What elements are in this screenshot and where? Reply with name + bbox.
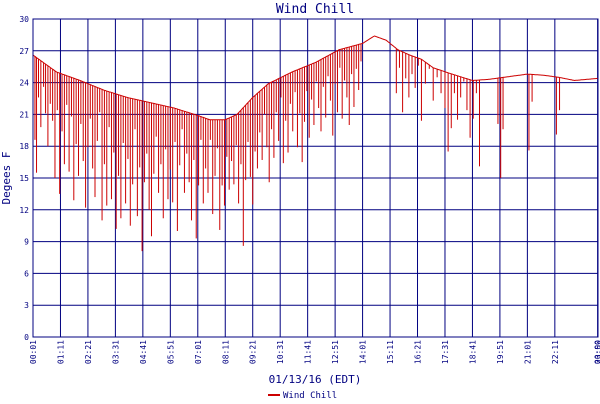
x-tick-label: 14:01 bbox=[359, 340, 368, 364]
x-tick-label: 02:21 bbox=[84, 340, 93, 364]
y-tick-label: 15 bbox=[19, 174, 29, 183]
x-tick-label: 11:41 bbox=[304, 340, 313, 364]
x-tick-label: 00:00 bbox=[594, 340, 600, 364]
y-tick-label: 9 bbox=[24, 238, 29, 247]
x-tick-label: 03:31 bbox=[111, 340, 120, 364]
y-tick-label: 21 bbox=[19, 110, 29, 119]
x-tick-label: 04:41 bbox=[139, 340, 148, 364]
x-tick-label: 15:11 bbox=[386, 340, 395, 364]
series-line-wind-chill bbox=[32, 35, 598, 121]
x-tick-label: 18:41 bbox=[468, 340, 477, 364]
x-tick-label: 23:59 bbox=[594, 340, 600, 364]
x-axis-label: 01/13/16 (EDT) bbox=[269, 373, 362, 386]
x-tick-label: 19:51 bbox=[496, 340, 505, 364]
axes: 0 3 6 9 12 15 18 21 24 27 30 00:01 01:11 02:21 03:31 04… bbox=[19, 15, 600, 364]
legend: Wind Chill bbox=[268, 391, 337, 401]
x-tick-label: 01:11 bbox=[56, 340, 65, 364]
x-tick-label: 10:31 bbox=[276, 340, 285, 364]
y-tick-label: 6 bbox=[24, 269, 29, 278]
y-tick-label: 27 bbox=[19, 47, 29, 56]
x-tick-label: 00:01 bbox=[29, 340, 38, 364]
y-tick-label: 30 bbox=[19, 15, 29, 24]
grid bbox=[32, 18, 599, 338]
y-tick-label: 0 bbox=[24, 333, 29, 342]
plot-frame bbox=[32, 18, 599, 338]
legend-label: Wind Chill bbox=[283, 391, 337, 400]
x-tick-label: 09:21 bbox=[249, 340, 258, 364]
x-tick-label: 16:21 bbox=[414, 340, 423, 364]
x-tick-label: 05:51 bbox=[166, 340, 175, 364]
x-tick-label: 08:11 bbox=[221, 340, 230, 364]
x-tick-label: 12:51 bbox=[331, 340, 340, 364]
x-tick-label: 21:01 bbox=[523, 340, 532, 364]
y-axis-label: Degees F bbox=[0, 152, 13, 205]
x-tick-label: 17:31 bbox=[441, 340, 450, 364]
x-tick-label: 22:11 bbox=[551, 340, 560, 364]
y-tick-label: 3 bbox=[24, 301, 29, 310]
x-tick-label: 07:01 bbox=[194, 340, 203, 364]
series-wind-chill bbox=[32, 35, 598, 252]
chart-title: Wind Chill bbox=[276, 2, 354, 17]
y-tick-label: 12 bbox=[19, 206, 29, 215]
y-tick-label: 18 bbox=[19, 142, 29, 151]
y-tick-label: 24 bbox=[19, 79, 29, 88]
